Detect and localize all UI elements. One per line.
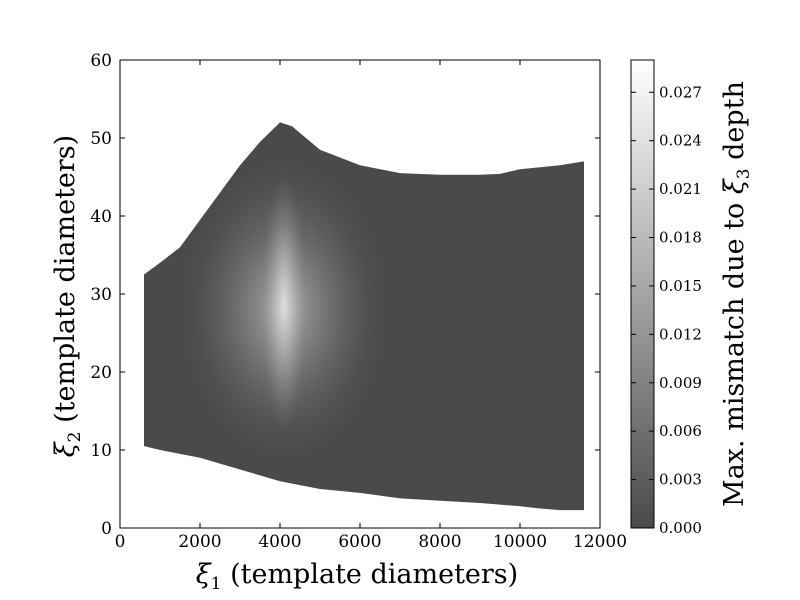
y-axis-ticks: 0 10 20 30 40 50 60 bbox=[90, 51, 600, 539]
colorbar-tick-label: 0.006 bbox=[659, 422, 702, 440]
colorbar-label-prefix: Max. mismatch due to bbox=[719, 194, 750, 507]
colorbar-tick-label: 0.021 bbox=[659, 180, 702, 198]
y-axis-label: ξ2 (template diameters) bbox=[50, 135, 85, 457]
x-tick-label: 8000 bbox=[418, 532, 461, 552]
colorbar-label: Max. mismatch due to ξ3 depth bbox=[719, 81, 754, 507]
colorbar-tick-label: 0.012 bbox=[659, 325, 702, 343]
colorbar-tick-label: 0.000 bbox=[659, 519, 702, 537]
y-axis-label-text: (template diameters) bbox=[50, 135, 81, 432]
y-tick-label: 20 bbox=[90, 363, 112, 383]
colorbar-label-subscript: 3 bbox=[734, 168, 754, 179]
colorbar bbox=[630, 59, 655, 529]
y-axis-label-subscript: 2 bbox=[65, 432, 85, 443]
colorbar-tick-label: 0.018 bbox=[659, 229, 702, 247]
x-tick-label: 2000 bbox=[178, 532, 221, 552]
colorbar-tick-label: 0.009 bbox=[659, 374, 702, 392]
x-tick-label: 0 bbox=[115, 532, 126, 552]
x-tick-label: 12000 bbox=[573, 532, 627, 552]
x-axis-ticks: 0 2000 4000 6000 8000 10000 12000 bbox=[115, 60, 627, 552]
y-tick-label: 60 bbox=[90, 51, 112, 71]
mismatch-peak-highlight bbox=[174, 149, 394, 470]
y-axis-label-symbol: ξ bbox=[50, 441, 81, 457]
colorbar-tick-label: 0.024 bbox=[659, 132, 702, 150]
y-tick-label: 10 bbox=[90, 441, 112, 461]
x-axis-label-symbol: ξ bbox=[196, 559, 212, 590]
x-axis-label-subscript: 1 bbox=[211, 574, 222, 594]
x-tick-label: 4000 bbox=[258, 532, 301, 552]
colorbar-label-suffix: depth bbox=[719, 81, 750, 168]
x-axis-label-text: (template diameters) bbox=[222, 559, 519, 590]
colorbar-tick-label: 0.003 bbox=[659, 471, 702, 489]
x-tick-label: 6000 bbox=[338, 532, 381, 552]
y-tick-label: 0 bbox=[101, 519, 112, 539]
x-tick-label: 10000 bbox=[493, 532, 547, 552]
colorbar-tick-label: 0.015 bbox=[659, 277, 702, 295]
colorbar-ticks: 0.000 0.003 0.006 0.009 0.012 0.015 0.018 0.021… bbox=[631, 83, 702, 537]
x-axis-label: ξ1 (template diameters) bbox=[196, 559, 518, 594]
colorbar-label-symbol: ξ bbox=[719, 178, 750, 194]
y-tick-label: 50 bbox=[90, 129, 112, 149]
y-tick-label: 30 bbox=[90, 285, 112, 305]
y-tick-label: 40 bbox=[90, 207, 112, 227]
colorbar-tick-label: 0.027 bbox=[659, 83, 702, 101]
